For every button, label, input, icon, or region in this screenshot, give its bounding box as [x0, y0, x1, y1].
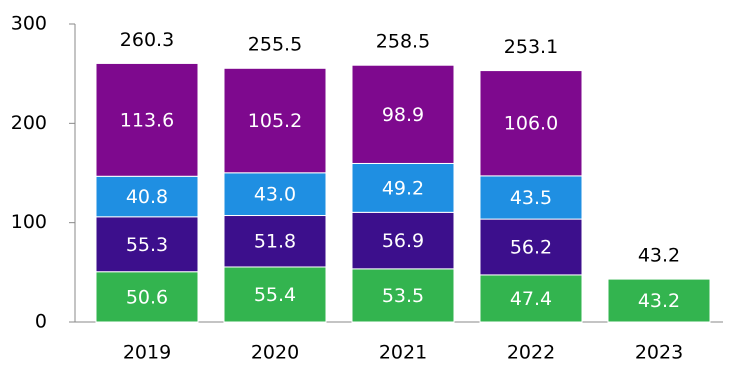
bar-segment: [95, 216, 199, 273]
value-label: 43.2: [638, 290, 680, 312]
value-label: 53.5: [382, 285, 424, 307]
x-tick-label: 2019: [123, 342, 171, 364]
bar-segment: [95, 62, 199, 177]
total-label: 255.5: [248, 34, 302, 56]
total-label: 258.5: [376, 31, 430, 53]
bar-segment: [95, 271, 199, 323]
bar-segment: [351, 211, 455, 270]
total-label: 253.1: [504, 36, 558, 58]
bar-segment: [223, 172, 327, 217]
bar-segment: [223, 67, 327, 174]
bar-segment: [223, 266, 327, 323]
value-label: 105.2: [248, 110, 302, 132]
x-tick-label: 2021: [379, 342, 427, 364]
value-label: 50.6: [126, 286, 168, 308]
bar-segment: [223, 215, 327, 268]
bar-segment: [479, 175, 583, 220]
y-tick-label: 100: [11, 211, 47, 233]
bar-segment: [607, 278, 711, 323]
bar-segment: [95, 175, 199, 218]
x-tick-label: 2022: [507, 342, 555, 364]
bar-segment: [351, 64, 455, 164]
y-tick-label: 0: [35, 311, 47, 333]
total-label: 43.2: [638, 245, 680, 267]
value-label: 49.2: [382, 177, 424, 199]
value-label: 51.8: [254, 231, 296, 253]
value-label: 55.3: [126, 234, 168, 256]
total-label: 260.3: [120, 29, 174, 51]
bar-segment: [479, 218, 583, 276]
bar-segment: [479, 70, 583, 177]
value-label: 56.2: [510, 237, 552, 259]
value-label: 43.0: [254, 184, 296, 206]
value-label: 47.4: [510, 288, 552, 310]
bar-segment: [351, 162, 455, 213]
bar-segment: [351, 268, 455, 323]
y-tick-label: 300: [11, 13, 47, 35]
bar-segment: [479, 274, 583, 323]
y-tick-label: 200: [11, 112, 47, 134]
value-label: 98.9: [382, 104, 424, 126]
value-label: 43.5: [510, 187, 552, 209]
x-tick-label: 2023: [635, 342, 683, 364]
value-label: 113.6: [120, 109, 174, 131]
value-label: 106.0: [504, 113, 558, 135]
value-label: 55.4: [254, 284, 296, 306]
x-tick-label: 2020: [251, 342, 299, 364]
value-label: 56.9: [382, 230, 424, 252]
value-label: 40.8: [126, 186, 168, 208]
